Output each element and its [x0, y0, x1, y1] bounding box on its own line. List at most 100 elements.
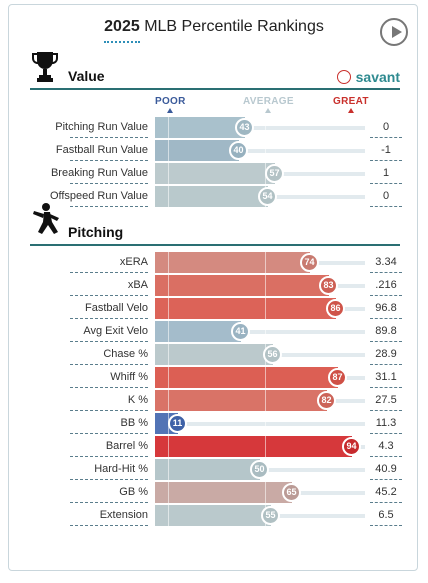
gridline	[168, 344, 169, 365]
scale-great-label: GREAT	[333, 96, 369, 107]
scale-average-label: AVERAGE	[243, 96, 294, 107]
gridline	[265, 298, 266, 319]
value-underline	[370, 433, 402, 434]
metric-label: Pitching Run Value	[55, 121, 148, 133]
percentile-track	[155, 330, 365, 334]
metric-value: 27.5	[375, 394, 397, 406]
label-underline	[70, 456, 148, 457]
gridline	[168, 367, 169, 388]
percentile-bar	[155, 117, 245, 138]
gridline	[168, 186, 169, 207]
metric-label: BB %	[120, 417, 148, 429]
percentile-bar	[155, 436, 352, 457]
label-underline	[70, 137, 148, 138]
gridline	[168, 390, 169, 411]
metric-row[interactable]: Avg Exit Velo 41 89.8	[0, 320, 428, 343]
metric-row[interactable]: K % 82 27.5	[0, 389, 428, 412]
metric-value: 1	[382, 167, 390, 179]
metric-row[interactable]: Chase % 56 28.9	[0, 343, 428, 366]
metric-value: 3.34	[375, 256, 397, 268]
metric-value: 0	[382, 190, 390, 202]
metric-row[interactable]: Hard-Hit % 50 40.9	[0, 458, 428, 481]
percentile-bar	[155, 321, 241, 342]
scale-poor-arrow	[167, 108, 174, 113]
metric-row[interactable]: Breaking Run Value 57 1	[0, 162, 428, 185]
section-title-value: Value	[68, 68, 105, 84]
percentile-track	[155, 149, 365, 153]
value-underline	[370, 364, 402, 365]
metric-value: 45.2	[375, 486, 397, 498]
percentile-track	[155, 422, 365, 426]
metric-row[interactable]: Pitching Run Value 43 0	[0, 116, 428, 139]
metric-value: 96.8	[375, 302, 397, 314]
percentile-circle: 54	[258, 187, 277, 206]
gridline	[265, 482, 266, 503]
metric-row[interactable]: Fastball Velo 86 96.8	[0, 297, 428, 320]
gridline	[168, 298, 169, 319]
label-underline	[70, 272, 148, 273]
scale-great: GREAT	[333, 96, 369, 113]
percentile-circle: 87	[328, 368, 347, 387]
gridline	[265, 367, 266, 388]
metric-row[interactable]: xERA 74 3.34	[0, 251, 428, 274]
percentile-circle: 43	[235, 118, 254, 137]
percentile-bar	[155, 298, 336, 319]
percentile-bar	[155, 344, 273, 365]
value-underline	[370, 410, 402, 411]
gridline	[265, 275, 266, 296]
metric-row[interactable]: GB % 65 45.2	[0, 481, 428, 504]
metric-value: 28.9	[375, 348, 397, 360]
trophy-icon	[32, 52, 58, 82]
label-underline	[70, 410, 148, 411]
label-underline	[70, 479, 148, 480]
percentile-circle: 82	[317, 391, 336, 410]
percentile-circle: 41	[231, 322, 250, 341]
section-header-pitching: Pitching	[30, 203, 400, 246]
play-icon[interactable]	[380, 18, 408, 46]
percentile-bar	[155, 275, 329, 296]
percentile-track	[155, 126, 365, 130]
percentile-circle: 55	[261, 506, 280, 525]
percentile-circle: 50	[250, 460, 269, 479]
metric-row[interactable]: Barrel % 94 4.3	[0, 435, 428, 458]
pitcher-icon	[33, 203, 59, 234]
gridline	[168, 275, 169, 296]
gridline	[265, 436, 266, 457]
value-underline	[370, 295, 402, 296]
percentile-circle: 65	[282, 483, 301, 502]
savant-logo[interactable]: savant	[336, 69, 400, 85]
gridline	[265, 140, 266, 161]
gridline	[168, 436, 169, 457]
metric-row[interactable]: Offspeed Run Value 54 0	[0, 185, 428, 208]
gridline	[265, 252, 266, 273]
metric-label: K %	[127, 394, 148, 406]
gridline	[168, 321, 169, 342]
metric-label: Barrel %	[105, 440, 148, 452]
metric-row[interactable]: Extension 55 6.5	[0, 504, 428, 527]
percentile-bar	[155, 390, 327, 411]
value-underline	[370, 387, 402, 388]
percentile-bar	[155, 459, 260, 480]
gridline	[168, 140, 169, 161]
label-underline	[70, 433, 148, 434]
metric-row[interactable]: Whiff % 87 31.1	[0, 366, 428, 389]
value-underline	[370, 479, 402, 480]
metric-row[interactable]: xBA 83 .216	[0, 274, 428, 297]
metric-label: Whiff %	[110, 371, 148, 383]
percentile-bar	[155, 367, 338, 388]
metric-value: -1	[381, 144, 391, 156]
percentile-bar	[155, 252, 310, 273]
gridline	[265, 413, 266, 434]
label-underline	[70, 295, 148, 296]
percentile-circle: 57	[265, 164, 284, 183]
page-title: 2025 MLB Percentile Rankings	[104, 18, 324, 43]
metric-row[interactable]: Fastball Run Value 40 -1	[0, 139, 428, 162]
gridline	[168, 505, 169, 526]
metric-row[interactable]: BB % 11 11.3	[0, 412, 428, 435]
gridline	[168, 482, 169, 503]
metric-label: Fastball Velo	[85, 302, 148, 314]
scale-average-arrow	[265, 108, 272, 113]
percentile-circle: 86	[326, 299, 345, 318]
value-underline	[370, 341, 402, 342]
title-year: 2025	[104, 18, 140, 35]
